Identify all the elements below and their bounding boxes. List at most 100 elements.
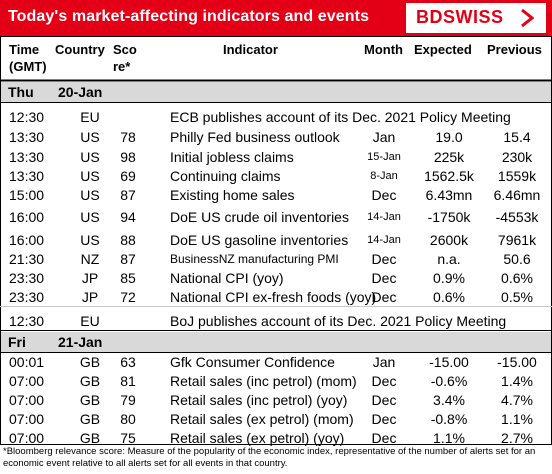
col-month-header: Month	[364, 42, 403, 57]
table-row: 07:00 GB 79 Retail sales (inc petrol) (y…	[0, 391, 552, 409]
expected-cell: 3.4%	[433, 392, 465, 408]
title-banner: Today's market-affecting indicators and …	[0, 0, 552, 36]
col-previous-header: Previous	[487, 42, 542, 57]
time-cell: 12:30	[9, 109, 45, 125]
time-cell: 07:00	[9, 430, 45, 446]
indicator-cell: Philly Fed business outlook	[170, 129, 340, 145]
month-cell: Jan	[372, 354, 396, 370]
indicator-cell: Continuing claims	[170, 168, 281, 184]
score-cell: 85	[120, 270, 136, 286]
country-cell: US	[80, 149, 100, 165]
indicator-cell: ECB publishes account of its Dec. 2021 P…	[170, 109, 511, 125]
footnote: *Bloomberg relevance score: Measure of t…	[3, 446, 536, 469]
table-row: 13:30 US 78 Philly Fed business outlook …	[0, 128, 552, 146]
time-cell: 12:30	[9, 313, 45, 329]
indicator-cell: Retail sales (ex petrol) (yoy)	[170, 430, 345, 446]
time-cell: 15:00	[9, 187, 45, 203]
country-cell: GB	[79, 354, 101, 370]
table-row: 15:00 US 87 Existing home sales Dec 6.43…	[0, 186, 552, 204]
table-row: 16:00 US 94 DoE US crude oil inventories…	[0, 208, 552, 226]
table-row: 21:30 NZ 87 BusinessNZ manufacturing PMI…	[0, 250, 552, 268]
expected-cell: -15.00	[429, 354, 469, 370]
previous-cell: 1.1%	[501, 411, 533, 427]
expected-cell: 6.43mn	[425, 187, 473, 203]
score-cell: 81	[120, 373, 136, 389]
previous-cell: 1559k	[497, 168, 537, 184]
score-cell: 80	[120, 411, 136, 427]
day-row-fri: Fri 21-Jan	[0, 332, 552, 352]
time-cell: 00:01	[9, 354, 45, 370]
time-cell: 13:30	[9, 129, 45, 145]
month-cell: Dec	[371, 430, 397, 446]
col-time-header: Time (GMT)	[9, 42, 47, 74]
score-cell: 98	[120, 149, 136, 165]
day-label: Thu	[8, 84, 34, 100]
score-cell: 87	[120, 251, 136, 267]
score-cell: 79	[120, 392, 136, 408]
day-row-thu: Thu 20-Jan	[0, 82, 552, 102]
indicator-cell: Retail sales (inc petrol) (yoy)	[170, 392, 348, 408]
time-cell: 23:30	[9, 289, 45, 305]
day-date: 20-Jan	[58, 84, 103, 100]
month-cell: Dec	[371, 251, 397, 267]
day-label: Fri	[8, 334, 26, 350]
previous-cell: 2.7%	[501, 430, 533, 446]
indicator-cell: Retail sales (ex petrol) (mom)	[170, 411, 354, 427]
logo-text: BDSWISS	[416, 7, 504, 27]
time-cell: 07:00	[9, 392, 45, 408]
table-row: 07:00 GB 75 Retail sales (ex petrol) (yo…	[0, 429, 552, 447]
time-cell: 23:30	[9, 270, 45, 286]
time-cell: 13:30	[9, 149, 45, 165]
score-cell: 72	[120, 289, 136, 305]
previous-cell: 1.4%	[501, 373, 533, 389]
table-row: 07:00 GB 80 Retail sales (ex petrol) (mo…	[0, 410, 552, 428]
country-cell: US	[80, 168, 100, 184]
expected-cell: -1750k	[427, 209, 471, 225]
previous-cell: 7961k	[497, 232, 537, 248]
score-cell: 63	[120, 354, 136, 370]
expected-cell: 0.6%	[433, 289, 465, 305]
col-score-header: Sco re*	[113, 42, 137, 74]
indicator-cell: DoE US crude oil inventories	[170, 209, 349, 225]
month-cell: Jan	[372, 129, 396, 145]
table-row: 00:01 GB 63 Gfk Consumer Confidence Jan …	[0, 353, 552, 371]
expected-cell: 225k	[433, 149, 465, 165]
expected-cell: 1.1%	[433, 430, 465, 446]
time-cell: 16:00	[9, 232, 45, 248]
table-row: 23:30 JP 85 National CPI (yoy) Dec 0.9% …	[0, 269, 552, 287]
column-headers: Time (GMT) Country Sco re* Indicator Mon…	[0, 38, 552, 78]
country-cell: JP	[81, 289, 99, 305]
country-cell: NZ	[80, 251, 100, 267]
expected-cell: n.a.	[437, 251, 461, 267]
day-date: 21-Jan	[58, 334, 103, 350]
col-country-header: Country	[55, 42, 105, 57]
score-cell: 94	[120, 209, 136, 225]
score-cell: 88	[120, 232, 136, 248]
previous-cell: 230k	[501, 149, 533, 165]
indicator-cell: Retail sales (inc petrol) (mom)	[170, 373, 357, 389]
indicator-cell: DoE US gasoline inventories	[170, 232, 349, 248]
score-cell: 69	[120, 168, 136, 184]
previous-cell: -15.00	[497, 354, 537, 370]
country-cell: US	[80, 187, 100, 203]
month-cell: Dec	[371, 373, 397, 389]
previous-cell: 6.46mn	[493, 187, 541, 203]
expected-cell: -0.8%	[430, 411, 468, 427]
bdswiss-chevron-icon	[521, 9, 534, 27]
expected-cell: 2600k	[429, 232, 469, 248]
time-cell: 07:00	[9, 373, 45, 389]
previous-cell: -4553k	[495, 209, 539, 225]
expected-cell: 19.0	[435, 129, 463, 145]
country-cell: GB	[79, 392, 101, 408]
col-expected-header: Expected	[414, 42, 472, 57]
score-cell: 87	[120, 187, 136, 203]
previous-cell: 50.6	[503, 251, 531, 267]
expected-cell: 1562.5k	[424, 168, 474, 184]
table-row: 23:30 JP 72 National CPI ex-fresh foods …	[0, 288, 552, 306]
country-cell: JP	[81, 270, 99, 286]
table-row: 13:30 US 98 Initial jobless claims 15-Ja…	[0, 148, 552, 166]
previous-cell: 4.7%	[501, 392, 533, 408]
time-cell: 16:00	[9, 209, 45, 225]
time-cell: 13:30	[9, 168, 45, 184]
country-cell: US	[80, 129, 100, 145]
